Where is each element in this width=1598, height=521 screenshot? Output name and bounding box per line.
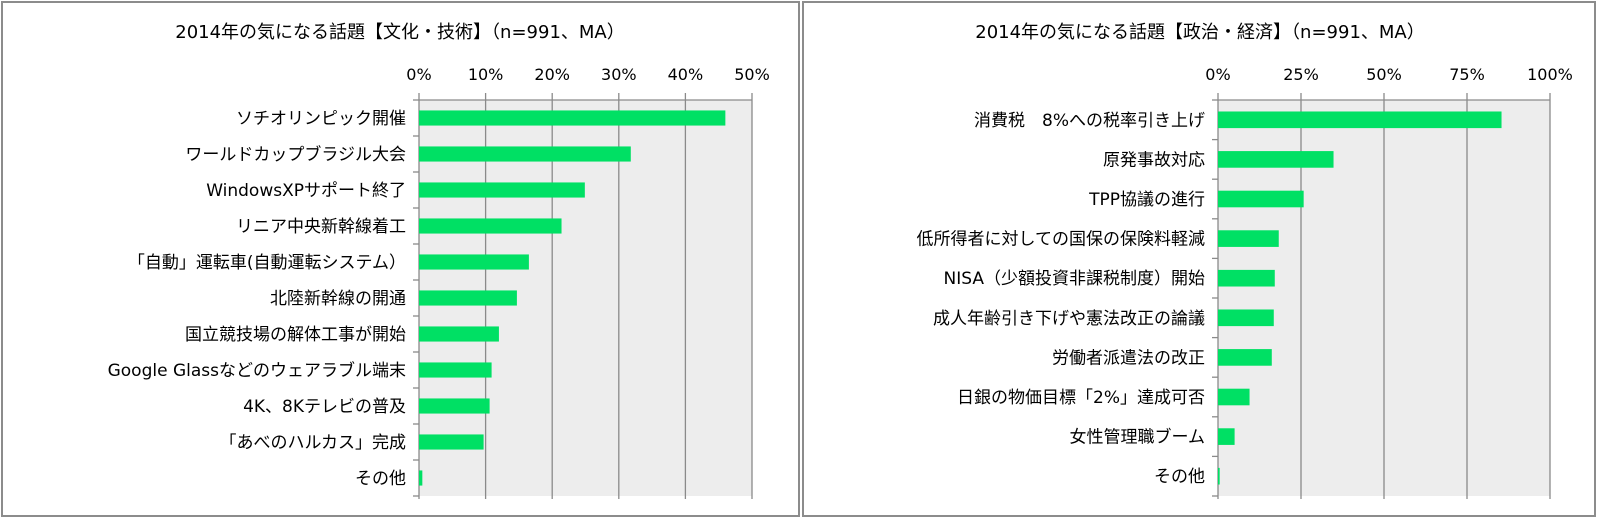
- bar: [419, 398, 490, 414]
- category-label: 女性管理職ブーム: [1070, 427, 1206, 448]
- x-tick-label: 30%: [601, 65, 637, 84]
- x-tick-label: 100%: [1527, 65, 1573, 84]
- category-label: 国立競技場の解体工事が開始: [185, 325, 406, 345]
- bar: [419, 362, 492, 378]
- x-tick-label: 0%: [406, 65, 431, 84]
- bar: [419, 254, 529, 270]
- bar: [1218, 349, 1272, 366]
- bar: [419, 470, 423, 486]
- bar: [1218, 467, 1220, 485]
- bar: [1218, 230, 1279, 247]
- category-label: ワールドカップブラジル大会: [185, 144, 406, 165]
- bar: [419, 326, 499, 342]
- category-label: 「あべのハルカス」完成: [220, 433, 407, 453]
- x-tick-label: 75%: [1449, 65, 1485, 84]
- bar: [1218, 269, 1275, 287]
- bar: [1218, 151, 1334, 168]
- category-label: 消費税 8%への税率引き上げ: [974, 111, 1205, 131]
- bar: [419, 218, 562, 234]
- bar: [1218, 428, 1235, 445]
- category-label: WindowsXPサポート終了: [206, 181, 406, 201]
- category-label: 成人年齢引き下げや憲法改正の論議: [933, 308, 1205, 329]
- category-label: TPP協議の進行: [1088, 190, 1205, 210]
- x-tick-label: 20%: [534, 65, 570, 84]
- bar: [1218, 388, 1250, 406]
- category-label: 原発事故対応: [1103, 150, 1205, 170]
- x-tick-label: 0%: [1205, 65, 1230, 84]
- category-label: その他: [1154, 467, 1205, 487]
- x-tick-label: 50%: [1366, 65, 1402, 84]
- bar: [1218, 111, 1502, 129]
- x-tick-label: 50%: [734, 65, 770, 84]
- category-label: 「自動」運転車(自動運転システム）: [128, 253, 406, 273]
- bar: [419, 182, 585, 198]
- bar: [419, 146, 631, 162]
- x-tick-label: 40%: [668, 65, 704, 84]
- x-tick-label: 10%: [468, 65, 504, 84]
- category-label: 低所得者に対しての国保の保険料軽減: [917, 230, 1206, 250]
- category-label: 4K、8Kテレビの普及: [243, 397, 406, 417]
- x-tick-label: 25%: [1283, 65, 1319, 84]
- category-label: 労働者派遣法の改正: [1052, 348, 1205, 368]
- category-label: ソチオリンピック開催: [236, 109, 406, 129]
- chart-title: 2014年の気になる話題【政治・経済】（n=991、MA）: [975, 22, 1425, 43]
- category-label: その他: [355, 469, 406, 489]
- chart-title: 2014年の気になる話題【文化・技術】（n=991、MA）: [175, 22, 625, 43]
- chart-1: 2014年の気になる話題【政治・経済】（n=991、MA） 0% 25% 50% 75%…: [917, 22, 1573, 499]
- chart-0: 2014年の気になる話題【文化・技術】（n=991、MA） 0% 10% 20% 30%…: [108, 22, 770, 499]
- bar: [1218, 309, 1274, 327]
- bar: [1218, 190, 1304, 208]
- category-label: Google Glassなどのウェアラブル端末: [108, 360, 406, 381]
- bar: [419, 110, 726, 126]
- category-label: NISA（少額投資非課税制度）開始: [944, 269, 1205, 289]
- category-label: 日銀の物価目標「2%」達成可否: [957, 388, 1205, 408]
- category-label: リニア中央新幹線着工: [236, 216, 406, 237]
- category-label: 北陸新幹線の開通: [270, 288, 406, 309]
- bar: [419, 290, 517, 306]
- bar: [419, 434, 484, 450]
